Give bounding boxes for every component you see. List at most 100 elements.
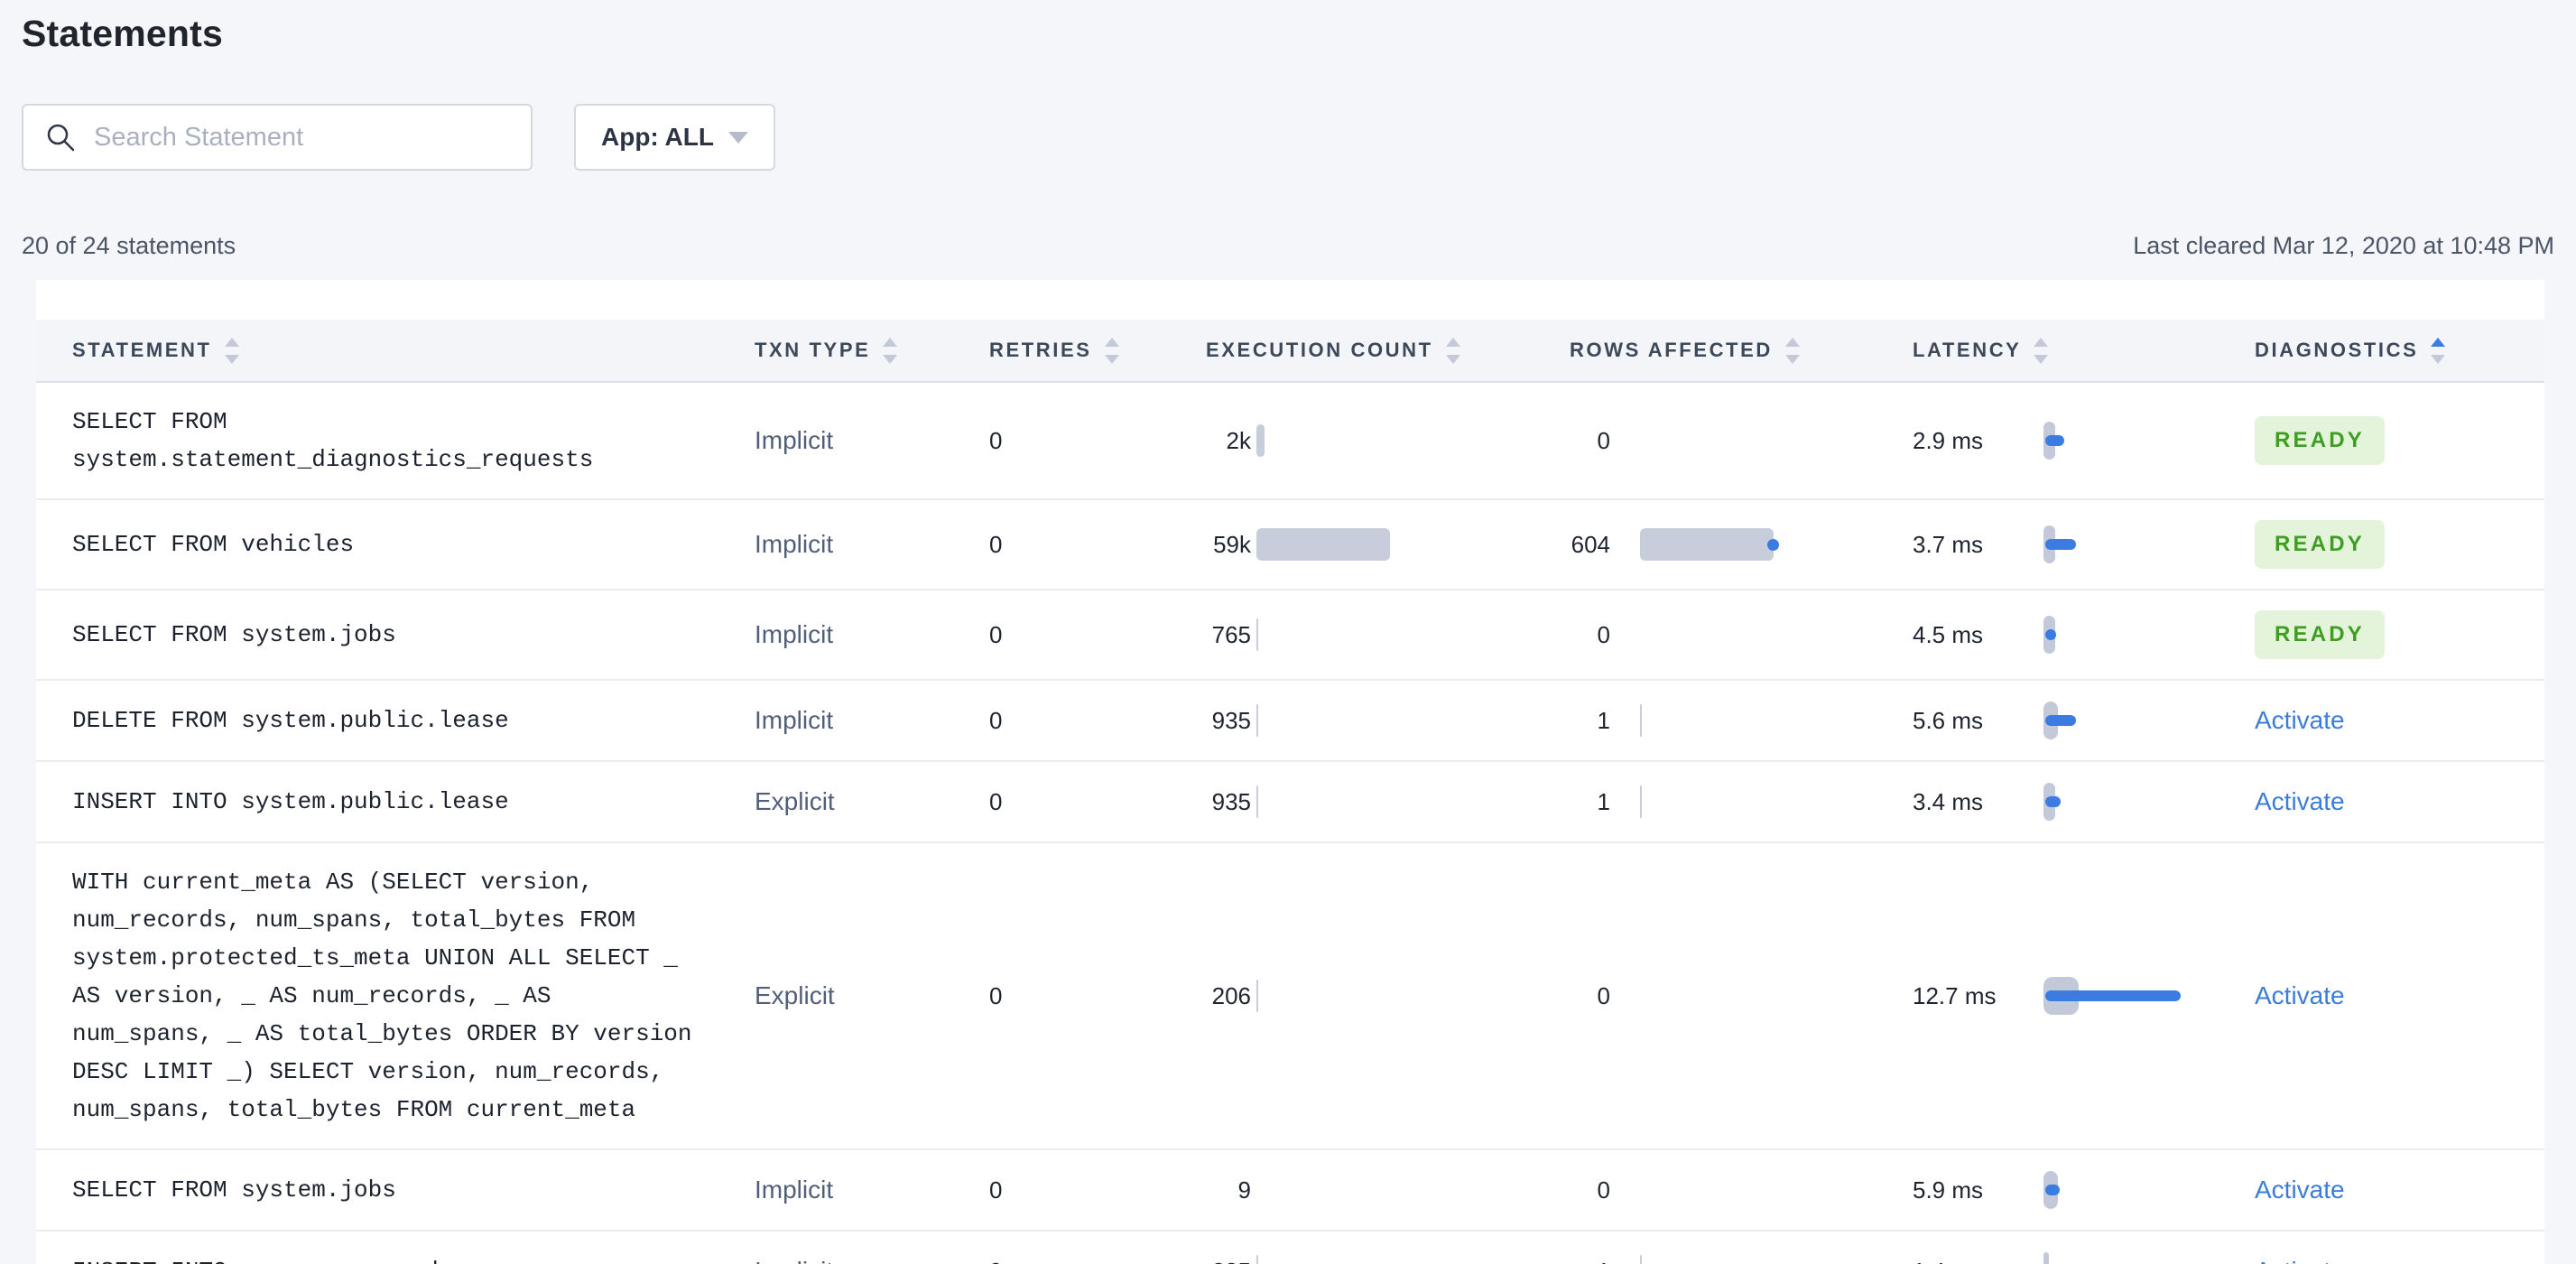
diagnostics-activate-link[interactable]: Activate <box>2255 1257 2345 1264</box>
execution-count-bar <box>1256 1254 1258 1264</box>
txn-type-cell: Explicit <box>755 787 835 815</box>
last-cleared-text: Last cleared Mar 12, 2020 at 10:48 PM <box>2133 232 2554 259</box>
diagnostics-activate-link[interactable]: Activate <box>2255 787 2345 815</box>
sort-arrows-icon <box>1445 337 1460 364</box>
column-header-latency[interactable]: LATENCY <box>1883 337 2217 364</box>
execution-count-bar <box>1256 979 1258 1013</box>
search-icon <box>47 124 75 152</box>
column-header-rows-affected[interactable]: ROWS AFFECTED <box>1540 337 1883 364</box>
summary-row: 20 of 24 statements Last cleared Mar 12,… <box>22 232 2554 260</box>
rows-affected-value: 0 <box>1597 620 1610 648</box>
rows-affected-value: 0 <box>1597 981 1610 1009</box>
txn-type-cell: Implicit <box>755 620 834 648</box>
latency-bar <box>2043 421 2188 460</box>
search-input[interactable] <box>94 122 509 153</box>
rows-affected-bar <box>1640 785 1642 819</box>
latency-value: 4.5 ms <box>1913 620 1984 648</box>
txn-type-cell: Implicit <box>755 706 834 734</box>
execution-count-value: 765 <box>1211 620 1251 648</box>
mean-dot-icon <box>1767 538 1779 551</box>
rows-affected-bar <box>1640 1254 1642 1264</box>
diagnostics-ready-badge: READY <box>2255 520 2386 569</box>
rows-affected-bar <box>1640 703 1642 738</box>
latency-value: 2.9 ms <box>1913 426 1984 454</box>
app-filter-dropdown[interactable]: App: ALL <box>574 104 775 171</box>
table-row: DELETE FROM system.public.lease Implicit… <box>36 681 2544 762</box>
txn-type-cell: Implicit <box>746 1257 962 1264</box>
chevron-down-icon <box>727 131 748 144</box>
latency-value: 3.7 ms <box>1913 530 1984 558</box>
sort-arrows-icon <box>2431 337 2446 364</box>
execution-count-value: 935 <box>1211 706 1251 734</box>
latency-value: 5.6 ms <box>1913 706 1984 734</box>
statements-page: Statements App: ALL 20 of 24 statements … <box>0 13 2576 260</box>
statement-text[interactable]: SELECT FROM system.jobs <box>72 1176 396 1204</box>
diagnostics-ready-badge: READY <box>2255 610 2386 659</box>
search-box[interactable] <box>22 104 533 171</box>
column-header-statement[interactable]: STATEMENT <box>36 337 746 364</box>
statement-text[interactable]: DELETE FROM system.public.lease <box>72 707 509 734</box>
latency-bar <box>2043 976 2188 1016</box>
latency-mean-bar <box>2045 990 2181 1001</box>
latency-value: 5.9 ms <box>1913 1176 1984 1204</box>
execution-count-bar <box>1256 527 1390 562</box>
sort-arrows-icon <box>2034 337 2049 364</box>
execution-count-bar <box>1256 423 1265 458</box>
page-title: Statements <box>22 13 224 54</box>
latency-mean-bar <box>2045 1185 2060 1195</box>
app-filter-label: App: ALL <box>601 123 714 151</box>
statements-count: 20 of 24 statements <box>22 232 236 259</box>
txn-type-cell: Implicit <box>755 530 834 558</box>
rows-affected-bar <box>1640 527 1779 562</box>
retries-cell: 0 <box>989 787 1003 815</box>
table-row: SELECT FROM system.statement_diagnostics… <box>36 383 2544 500</box>
latency-bar <box>2043 525 2188 564</box>
retries-cell: 0 <box>989 426 1003 454</box>
latency-mean-bar <box>2045 715 2076 726</box>
table-header-row: STATEMENT TXN TYPE RETRIES EXECUTION COU… <box>36 320 2544 383</box>
column-header-execution-count[interactable]: EXECUTION COUNT <box>1179 337 1540 364</box>
table-row: SELECT FROM system.jobs Implicit 0 9 0 5… <box>36 1150 2544 1231</box>
retries-cell: 0 <box>989 620 1003 648</box>
execution-count-bar <box>1256 703 1258 738</box>
table-row: INSERT INTO system.public.lease Explicit… <box>36 762 2544 843</box>
latency-value: 12.7 ms <box>1913 981 1997 1009</box>
table-row: WITH current_meta AS (SELECT version, nu… <box>36 843 2544 1150</box>
statement-text[interactable]: INSERT INTO system.public.lease <box>72 788 509 815</box>
statement-text[interactable]: SELECT FROM system.jobs <box>72 621 396 648</box>
sort-arrows-icon <box>1784 337 1800 364</box>
sort-arrows-icon <box>883 337 898 364</box>
column-header-retries[interactable]: RETRIES <box>962 337 1179 364</box>
column-header-txn-type[interactable]: TXN TYPE <box>746 337 962 364</box>
diagnostics-activate-link[interactable]: Activate <box>2255 706 2345 734</box>
execution-count-value: 59k <box>1213 530 1251 558</box>
rows-affected-value: 1 <box>1570 1258 1610 1264</box>
execution-count-value: 206 <box>1211 981 1251 1009</box>
retries-cell: 0 <box>989 706 1003 734</box>
rows-affected-value: 604 <box>1571 530 1610 558</box>
latency-mean-bar <box>2045 796 2061 807</box>
execution-count-bar <box>1256 618 1258 652</box>
execution-count-value: 9 <box>1237 1176 1251 1204</box>
table-body: SELECT FROM system.statement_diagnostics… <box>36 383 2544 1264</box>
diagnostics-activate-link[interactable]: Activate <box>2255 981 2345 1009</box>
statement-text[interactable]: SELECT FROM vehicles <box>72 531 355 558</box>
latency-bar <box>2043 1251 2188 1264</box>
execution-count-value: 285 <box>1206 1258 1251 1264</box>
diagnostics-activate-link[interactable]: Activate <box>2255 1176 2345 1204</box>
retries-cell: 0 <box>989 530 1003 558</box>
latency-bar <box>2043 782 2188 822</box>
sort-arrows-icon <box>1104 337 1119 364</box>
execution-count-value: 2k <box>1226 426 1251 454</box>
statement-text[interactable]: WITH current_meta AS (SELECT version, nu… <box>72 869 692 1123</box>
table-row: SELECT FROM vehicles Implicit 0 59k 604 … <box>36 500 2544 590</box>
rows-affected-value: 0 <box>1597 1176 1610 1204</box>
column-header-diagnostics[interactable]: DIAGNOSTICS <box>2217 337 2501 364</box>
statement-text[interactable]: INSERT INTO user_promo_codes <box>72 1252 698 1264</box>
statement-text[interactable]: SELECT FROM system.statement_diagnostics… <box>72 408 594 473</box>
rows-affected-value: 1 <box>1597 706 1610 734</box>
latency-mean-bar <box>2045 629 2056 640</box>
sort-arrows-icon <box>224 337 239 364</box>
rows-affected-value: 0 <box>1597 426 1610 454</box>
retries-cell: 0 <box>962 1258 1179 1264</box>
